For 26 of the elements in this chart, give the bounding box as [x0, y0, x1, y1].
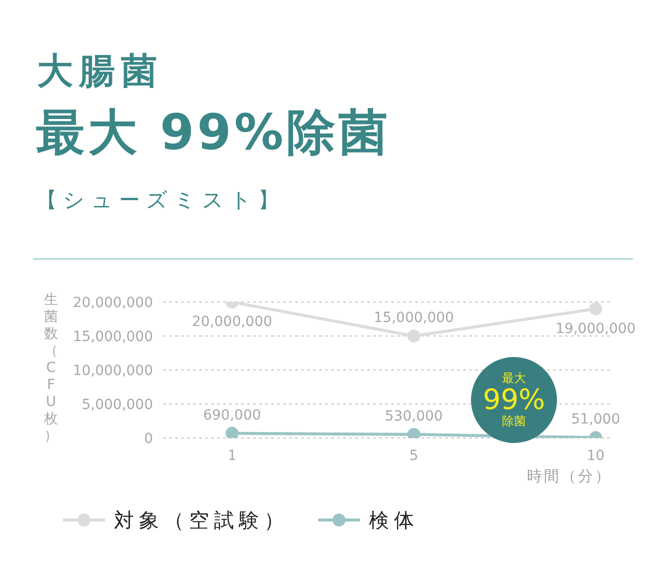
- legend-label: 検体: [369, 507, 419, 534]
- legend-label: 対象（空試験）: [114, 507, 289, 534]
- text: 【シューズミスト】: [36, 187, 285, 214]
- data-label: 20,000,000: [192, 314, 272, 330]
- y-tick-label: 0: [144, 430, 153, 447]
- data-label: 19,000,000: [556, 320, 636, 337]
- data-label: 690,000: [203, 407, 262, 424]
- data-label: 15,000,000: [374, 310, 454, 326]
- x-tick-label: 10: [586, 448, 605, 464]
- x-tick-label: 1: [228, 448, 237, 464]
- annotation: 最大 99% 除菌: [482, 371, 546, 429]
- point: [589, 302, 602, 316]
- y-tick-label: 20,000,000: [72, 294, 153, 311]
- y-tick-label: 5,000,000: [82, 396, 153, 413]
- y-tick-label: 10,000,000: [72, 362, 153, 379]
- chart-title: 大腸菌: [37, 50, 163, 94]
- data-label: 530,000: [384, 408, 443, 424]
- round-badge: 最大 99% 除菌: [471, 357, 557, 443]
- point: [226, 426, 239, 438]
- data-label: 51,000: [571, 412, 620, 428]
- text: 生菌数（CFU枚）: [44, 292, 58, 444]
- x-tick-label: 5: [409, 448, 418, 464]
- point: [407, 330, 420, 342]
- x-axis-title: 時間（分）: [527, 466, 612, 486]
- chart-subtitle: 最大 99%除菌: [36, 104, 390, 162]
- y-tick-label: 15,000,000: [72, 328, 153, 345]
